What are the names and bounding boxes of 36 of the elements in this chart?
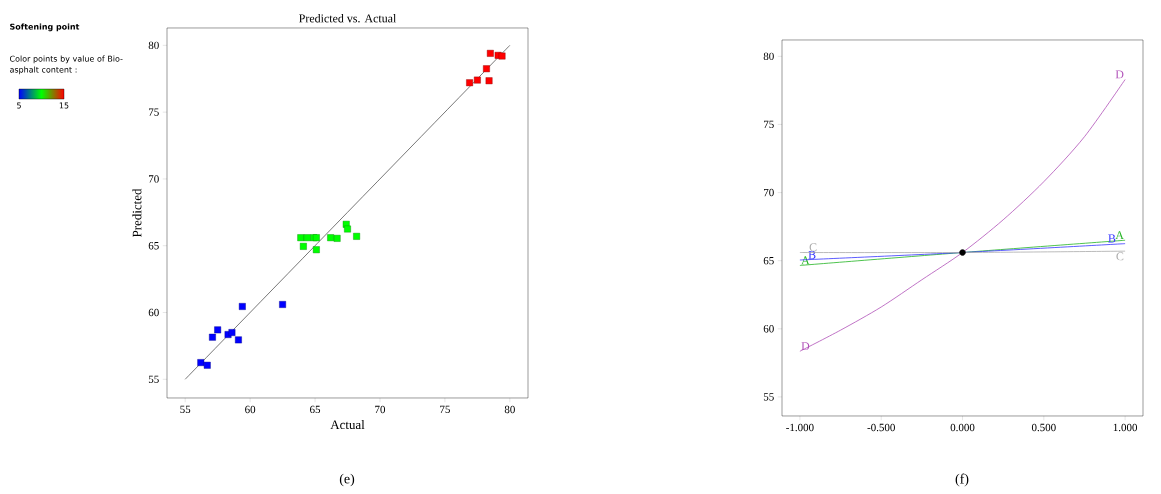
y-tick-label: 55 — [763, 393, 774, 401]
y-tick-label: 65 — [148, 242, 159, 250]
y-tick-label: 70 — [764, 188, 774, 197]
text: (e) — [339, 473, 355, 487]
series-label: D — [801, 342, 810, 351]
x-tick-label: 1.000 — [1113, 423, 1138, 432]
y-tick-label: 65 — [763, 257, 774, 265]
text: D — [1115, 70, 1124, 79]
x-tick-label: 80 — [504, 405, 515, 414]
text: A — [1115, 231, 1124, 240]
y-tick-label: 80 — [763, 52, 774, 61]
x-tick-label: 0.000 — [950, 423, 975, 432]
text: B — [1108, 234, 1116, 243]
x-tick-label: 75 — [440, 405, 450, 414]
x-tick-label: 65 — [310, 405, 321, 414]
text: C — [809, 243, 817, 252]
x-tick-label: -0.500 — [867, 423, 895, 432]
x-tick-label: 70 — [375, 405, 386, 414]
x-tick-label: 0.500 — [1031, 423, 1056, 432]
chart-title: Predicted vs. Actual — [299, 14, 397, 23]
text: (f) — [955, 473, 969, 487]
y-tick-label: 75 — [149, 108, 159, 116]
x-axis-title: Actual — [330, 419, 365, 430]
y-axis-title: Predicted — [132, 188, 142, 238]
x-tick-label: -1.000 — [786, 423, 814, 432]
y-tick-label: 60 — [763, 325, 774, 333]
x-tick-label: 60 — [245, 405, 256, 414]
y-tick-label: 60 — [148, 308, 159, 317]
y-tick-label: 70 — [149, 175, 159, 183]
x-tick-label: 55 — [180, 405, 191, 414]
series-label: C — [1116, 252, 1124, 261]
series-label: B — [808, 250, 816, 259]
y-tick-label: 80 — [148, 41, 159, 50]
y-tick-label: 55 — [148, 375, 159, 383]
series-label: A — [801, 256, 810, 265]
y-tick-label: 75 — [764, 120, 774, 129]
